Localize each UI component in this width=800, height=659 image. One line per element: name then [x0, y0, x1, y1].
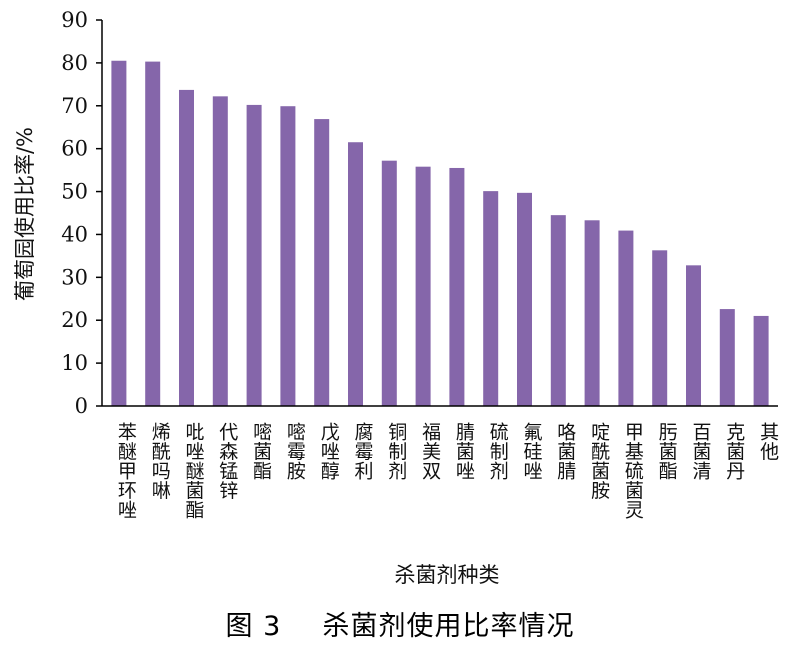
x-category-label: 苯醚甲环唑: [115, 422, 137, 520]
x-axis-title: 杀菌剂种类: [395, 563, 500, 587]
bars: [111, 60, 769, 407]
x-category-label: 代森锰锌: [216, 422, 238, 500]
bar: [179, 89, 194, 407]
bar: [111, 60, 127, 406]
x-category-label: 烯酰吗啉: [149, 422, 171, 500]
x-category-label: 啶酰菌胺: [588, 422, 610, 500]
y-tick-label: 60: [61, 137, 88, 161]
y-tick-label: 70: [61, 94, 88, 118]
bar: [753, 315, 769, 406]
y-tick-label: 10: [61, 351, 88, 375]
x-category-label: 嘧霉胺: [284, 422, 306, 481]
figure-caption: 图 3 杀菌剂使用比率情况: [0, 604, 800, 643]
y-tick-label: 30: [61, 265, 88, 289]
bar: [652, 250, 668, 406]
y-axis-title-text: 葡萄园使用比率/%: [13, 127, 37, 301]
y-tick-label: 90: [61, 8, 88, 32]
bar: [348, 142, 363, 406]
x-axis-category-labels: 苯醚甲环唑 烯酰吗啉 吡唑醚菌酯 代森锰锌 嘧菌酯 嘧霉胺 戊唑醇 腐霉利 铜制剂 福美双 腈菌唑硫…: [115, 422, 779, 520]
bar: [517, 192, 532, 406]
y-tick-label: 20: [61, 308, 88, 332]
bar: [584, 220, 600, 406]
bar: [280, 106, 296, 406]
caption-text: 杀菌剂使用比率情况: [322, 611, 575, 642]
x-category-label: 其他: [757, 422, 779, 461]
caption-label: 图 3: [225, 611, 282, 642]
y-tick-label: 40: [61, 222, 88, 246]
x-category-label: 腐霉利: [352, 422, 374, 481]
bar: [686, 265, 701, 406]
bar: [381, 160, 397, 406]
x-category-label: 克菌丹: [723, 422, 745, 481]
x-category-label: 嘧菌酯: [250, 422, 272, 481]
x-category-label: 咯菌腈: [554, 422, 576, 481]
y-tick-label: 0: [75, 394, 88, 418]
bar: [314, 119, 330, 406]
bar: [246, 104, 262, 407]
bar: [550, 215, 566, 406]
bar: [449, 167, 465, 406]
x-category-label: 腈菌唑: [453, 422, 475, 481]
bar: [415, 166, 431, 406]
x-category-label: 硫制剂: [487, 422, 509, 481]
x-category-label: 甲基硫菌灵: [622, 422, 644, 520]
x-category-label: 福美双: [419, 422, 441, 481]
x-category-label: 肟菌酯: [656, 422, 678, 481]
bar: [483, 191, 499, 406]
x-category-label: 吡唑醚菌酯: [183, 422, 205, 520]
y-axis-title: 葡萄园使用比率/%: [13, 127, 37, 301]
bar-chart: 葡萄园使用比率/% 0 10 20 30 40 50 60 70 80 90 苯醚甲环唑 烯酰吗啉吡…: [13, 8, 779, 587]
y-tick-label: 50: [61, 180, 88, 204]
x-category-label: 氟硅唑: [521, 422, 543, 481]
x-category-label: 戊唑醇: [318, 422, 340, 481]
bar: [212, 96, 228, 406]
y-axis-ticks: 0 10 20 30 40 50 60 70 80 90: [61, 8, 102, 418]
bar: [719, 309, 735, 406]
x-category-label: 铜制剂: [385, 422, 407, 481]
x-category-label: 百菌清: [690, 422, 712, 481]
bar: [145, 61, 161, 406]
bar: [618, 230, 634, 406]
y-tick-label: 80: [61, 51, 88, 75]
